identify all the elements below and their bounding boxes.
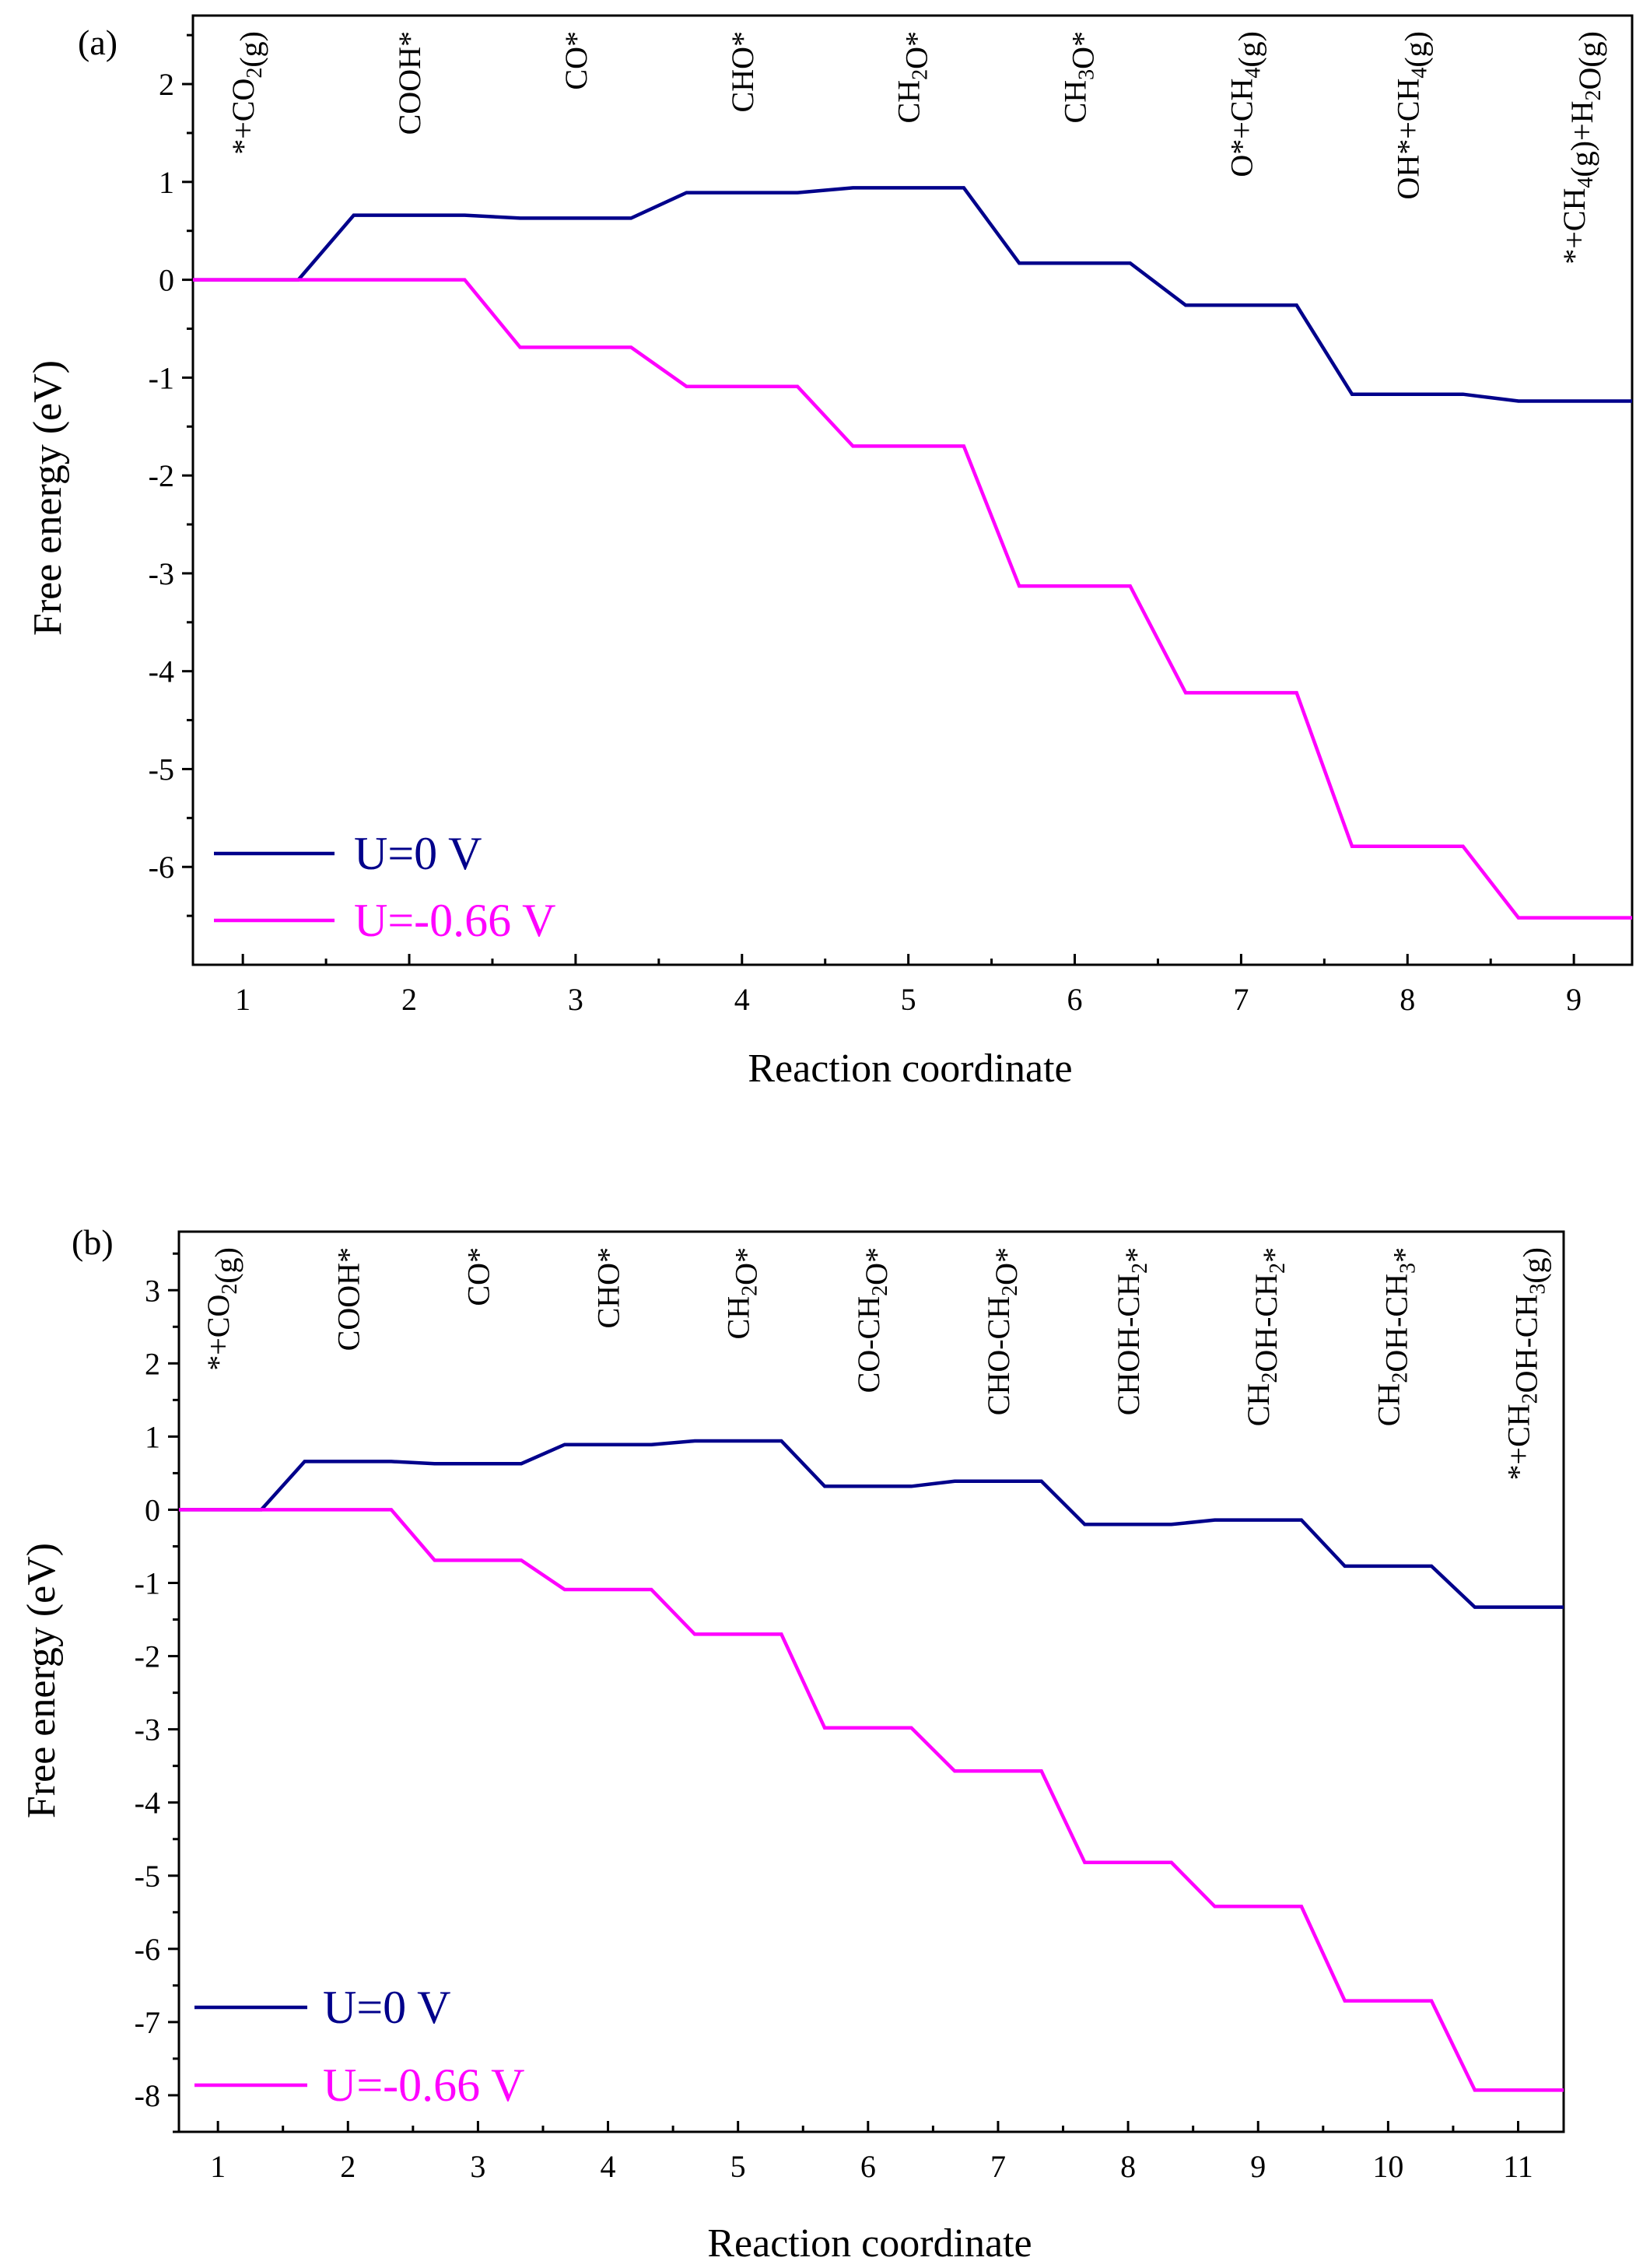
y-tick-label: -4: [149, 654, 174, 689]
species-label: CH2OH-CH2*: [1241, 1247, 1291, 1426]
x-tick-label: 2: [401, 982, 417, 1017]
species-label: O*+CH4(g): [1224, 31, 1266, 177]
x-tick-label: 5: [901, 982, 916, 1017]
panel-label: (b): [72, 1222, 114, 1262]
plot-frame: [191, 14, 1634, 966]
species-label: CO*: [461, 1247, 496, 1306]
species-label: OH*+CH4(g): [1390, 31, 1433, 200]
x-tick-label: 7: [1233, 982, 1249, 1017]
y-tick-label: -6: [149, 850, 174, 885]
legend-label: U=0 V: [354, 828, 482, 879]
x-tick-label: 1: [235, 982, 250, 1017]
y-tick-label: 0: [159, 263, 174, 298]
species-label: *+CH4(g)+H2O(g): [1557, 31, 1607, 265]
panel-label: (a): [78, 23, 117, 62]
x-tick-label: 4: [601, 2149, 616, 2184]
x-tick-label: 6: [860, 2149, 876, 2184]
species-label: CO-CH2O*: [851, 1247, 894, 1393]
species-label: CHO-CH2O*: [981, 1247, 1024, 1415]
species-label: CHO*: [591, 1247, 626, 1328]
species-label: *+CH2OH-CH3(g): [1501, 1247, 1552, 1480]
y-tick-label: 0: [145, 1492, 160, 1527]
x-axis-title: Reaction coordinate: [707, 2221, 1032, 2266]
x-axis-title: Reaction coordinate: [748, 1046, 1072, 1091]
y-tick-label: 2: [159, 67, 174, 102]
species-label: CHOH-CH2*: [1111, 1247, 1154, 1415]
legend-label: U=-0.66 V: [354, 895, 555, 946]
species-label: CH2O*: [892, 31, 934, 123]
y-tick-label: -5: [149, 752, 174, 787]
y-tick-label: -3: [135, 1712, 160, 1747]
y-tick-label: -4: [135, 1786, 160, 1821]
x-tick-label: 1: [210, 2149, 226, 2184]
x-tick-label: 7: [990, 2149, 1006, 2184]
series-line-u-066: [193, 278, 1632, 920]
x-tick-label: 10: [1372, 2149, 1403, 2184]
legend-label: U=0 V: [323, 1982, 450, 2033]
y-tick-label: 1: [145, 1419, 160, 1454]
panel-a: (a) Reaction coordinate Free energy (eV)…: [26, 14, 1634, 1091]
x-tick-label: 8: [1400, 982, 1415, 1017]
series-line-u0: [179, 1439, 1564, 1609]
y-tick-label: 1: [159, 165, 174, 200]
y-tick-label: -6: [135, 1932, 160, 1967]
panel-b: (b) Reaction coordinate Free energy (eV)…: [19, 1222, 1565, 2266]
species-label: CO*: [559, 31, 594, 90]
x-tick-label: 2: [340, 2149, 356, 2184]
series-line-u-066: [179, 1508, 1564, 2092]
species-label: *+CO2(g): [226, 31, 268, 155]
y-tick-label: -8: [135, 2078, 160, 2113]
y-tick-label: 2: [145, 1346, 160, 1381]
species-label: *+CO2(g): [201, 1247, 243, 1371]
x-tick-label: 3: [568, 982, 583, 1017]
species-label: COOH*: [331, 1247, 366, 1351]
species-label: CH2O*: [721, 1247, 764, 1339]
y-tick-label: -7: [135, 2005, 160, 2040]
x-tick-label: 3: [470, 2149, 485, 2184]
x-tick-label: 4: [734, 982, 750, 1017]
y-tick-label: -3: [149, 556, 174, 591]
y-tick-label: -5: [135, 1859, 160, 1894]
x-tick-label: 9: [1566, 982, 1582, 1017]
y-tick-label: -2: [149, 458, 174, 493]
plot-frame: [177, 1230, 1565, 2133]
y-tick-label: -1: [135, 1566, 160, 1601]
species-label: CH3O*: [1058, 31, 1101, 123]
legend-label: U=-0.66 V: [323, 2059, 524, 2111]
series-line-u0: [193, 186, 1632, 403]
species-label: CHO*: [725, 31, 760, 112]
x-tick-label: 8: [1120, 2149, 1136, 2184]
species-label: COOH*: [392, 31, 427, 135]
y-axis-title: Free energy (eV): [19, 1543, 64, 1818]
species-label: CH2OH-CH3*: [1371, 1247, 1421, 1426]
y-axis-title: Free energy (eV): [26, 360, 70, 636]
y-tick-label: 3: [145, 1273, 160, 1308]
x-tick-label: 9: [1250, 2149, 1266, 2184]
y-tick-label: -2: [135, 1639, 160, 1674]
x-tick-label: 5: [730, 2149, 746, 2184]
x-tick-label: 11: [1503, 2149, 1533, 2184]
x-tick-label: 6: [1067, 982, 1083, 1017]
y-tick-label: -1: [149, 360, 174, 395]
